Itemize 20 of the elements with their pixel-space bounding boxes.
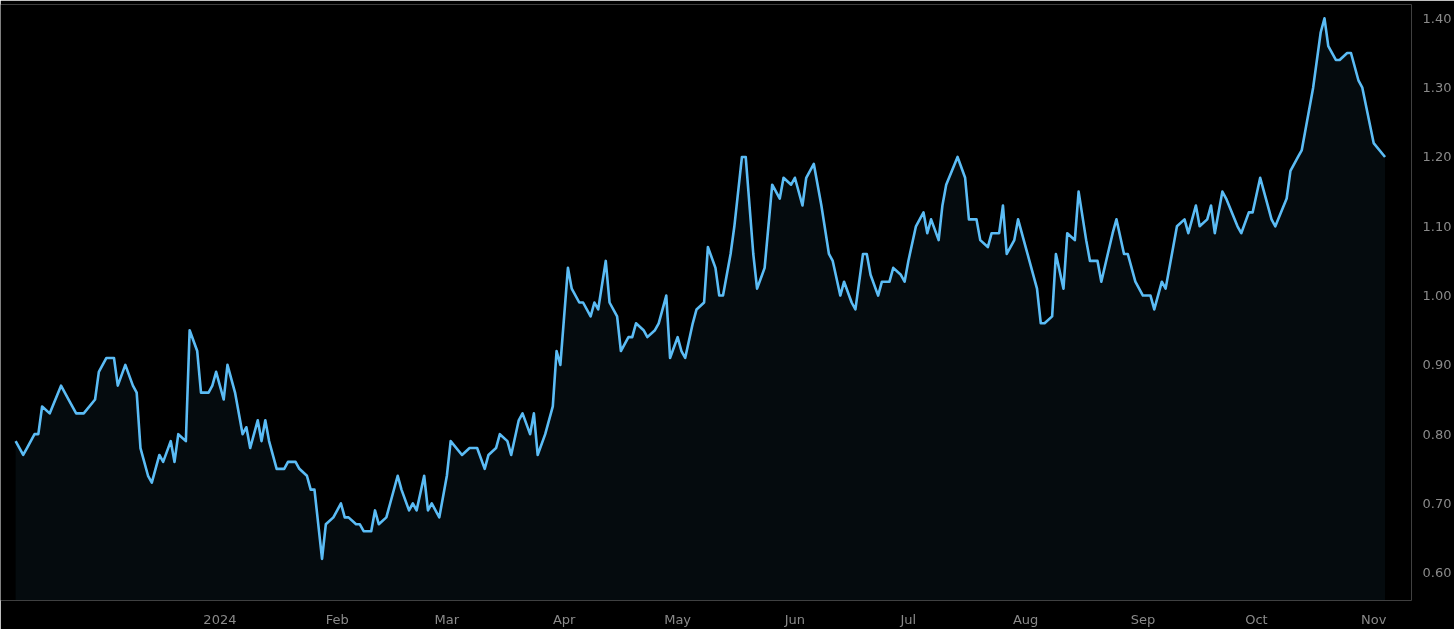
x-tick-label: Feb [325,611,349,627]
y-tick-label: 0.70 [1422,495,1452,511]
x-tick-label: Nov [1360,611,1387,627]
x-tick-label: 2024 [203,611,237,627]
y-tick-label: 0.80 [1422,426,1452,442]
x-tick-label: Jul [899,611,917,627]
y-tick-label: 1.10 [1422,218,1452,234]
x-tick-label: Sep [1130,611,1156,627]
y-tick-label: 0.90 [1422,357,1452,373]
x-tick-label: Mar [434,611,460,627]
y-tick-label: 1.20 [1422,149,1452,165]
y-tick-label: 1.00 [1422,288,1452,304]
x-tick-label: Apr [552,611,577,627]
y-tick-label: 1.40 [1422,10,1452,26]
x-tick-label: Aug [1012,611,1039,627]
x-tick-label: Oct [1245,611,1268,627]
y-tick-label: 1.30 [1422,80,1452,96]
x-tick-label: Jun [783,611,806,627]
x-tick-label: May [664,611,692,627]
y-tick-label: 0.60 [1422,565,1452,581]
